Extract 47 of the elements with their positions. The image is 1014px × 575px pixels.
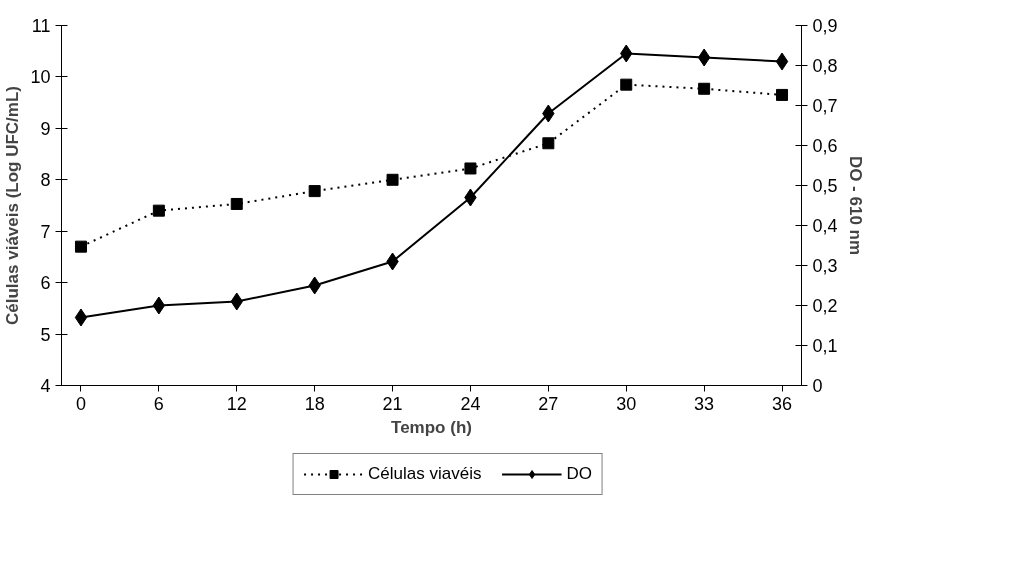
y-tick-label: 11 [31, 16, 51, 36]
x-tick-label: 33 [694, 393, 715, 414]
point [386, 173, 399, 186]
x-tick-label: 30 [616, 393, 637, 414]
x-tick-label: 27 [538, 393, 559, 414]
x-tick-label: 18 [304, 393, 325, 414]
y2-tick-label: 0,4 [812, 216, 838, 236]
point [697, 48, 711, 67]
point [74, 308, 88, 327]
point [698, 82, 711, 95]
y2-tick-label: 0,7 [812, 96, 838, 116]
point [464, 162, 477, 175]
point [620, 78, 633, 91]
x-axis-title: Tempo (h) [391, 417, 472, 437]
point [152, 204, 165, 217]
y2-tick-label: 0,3 [812, 256, 838, 276]
point [775, 52, 789, 71]
y2-tick-label: 0,1 [812, 336, 838, 356]
point [230, 197, 243, 210]
x-tick-label: 12 [226, 393, 247, 414]
y2-tick-label: 0 [812, 376, 823, 396]
y2-tick-label: 0,5 [812, 176, 838, 196]
x-tick-label: 6 [153, 393, 164, 414]
y2-tick-label: 0,9 [812, 16, 838, 36]
legend-label: Células viavéis [368, 464, 482, 484]
x-tick-label: 24 [460, 393, 481, 414]
legend-label: DO [566, 464, 592, 484]
x-tick-label: 21 [382, 393, 403, 414]
point [74, 240, 87, 253]
y-tick-label: 4 [40, 376, 51, 396]
y-tick-label: 6 [40, 273, 51, 294]
point [776, 88, 789, 101]
x-tick-label: 0 [75, 393, 86, 414]
y-tick-label: 9 [40, 118, 51, 139]
y-tick-label: 5 [40, 324, 51, 345]
x-tick-label: 36 [772, 393, 793, 414]
point [308, 185, 321, 198]
y-tick-label: 7 [40, 221, 51, 242]
point [542, 137, 555, 150]
y2-tick-label: 0,2 [812, 296, 838, 316]
y-tick-label: 10 [30, 67, 51, 88]
y2-axis-title: DO - 610 nm [845, 155, 865, 256]
y-axis-title: Células viáveis (Log UFC/mL) [3, 86, 23, 325]
y2-tick-label: 0,6 [812, 136, 838, 156]
y2-tick-label: 0,8 [812, 56, 838, 76]
point [152, 296, 166, 315]
y-tick-label: 8 [40, 170, 51, 191]
